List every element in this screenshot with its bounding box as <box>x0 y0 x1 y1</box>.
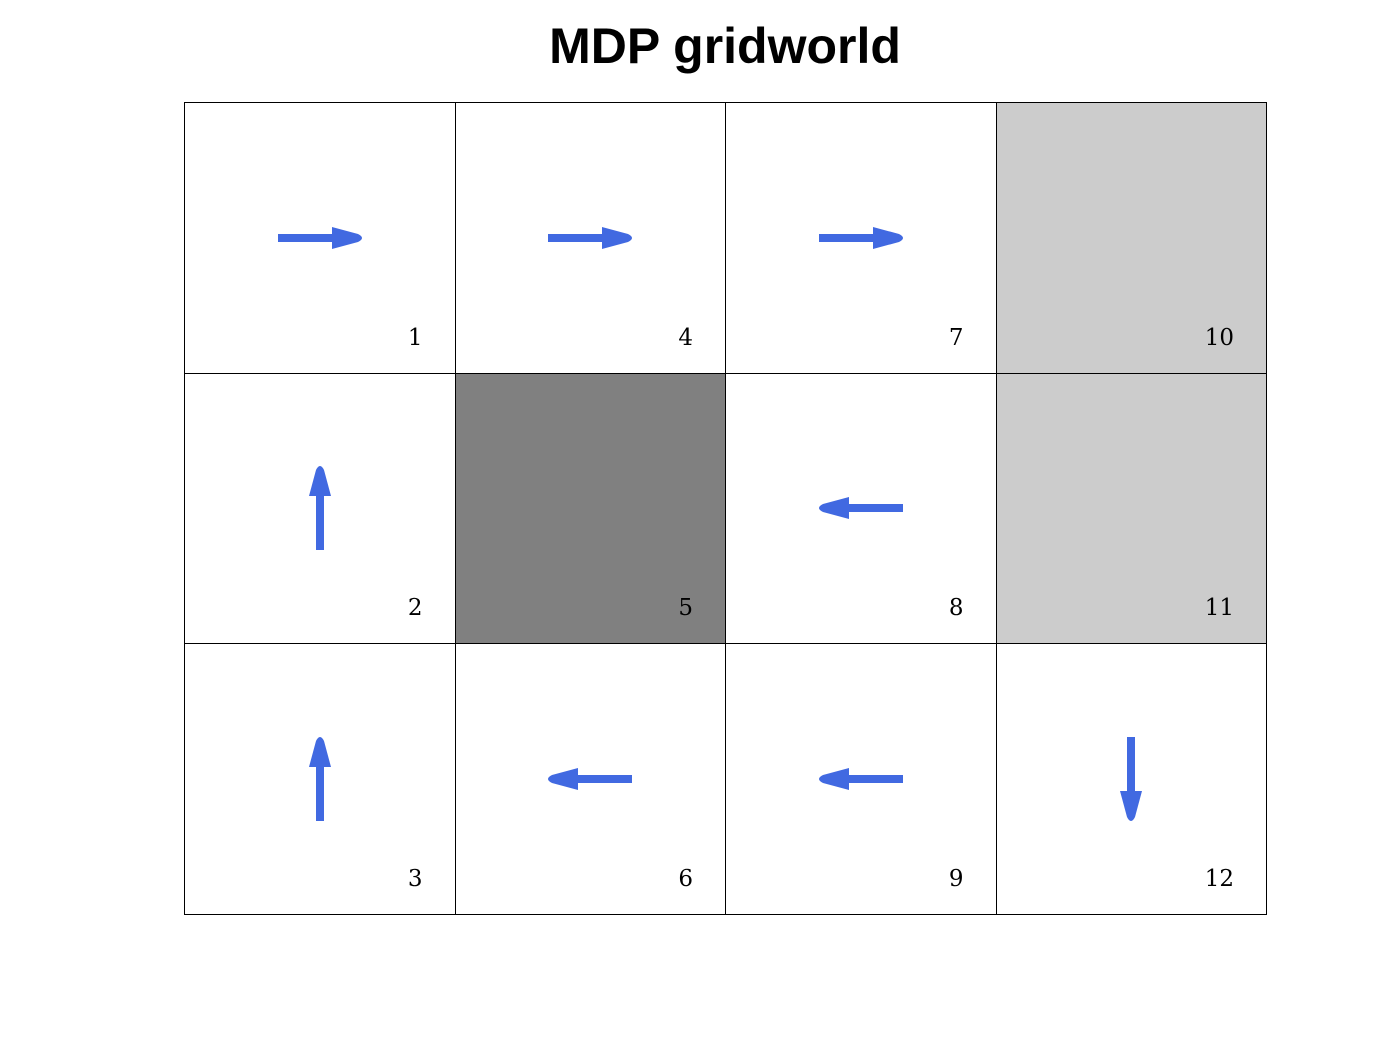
arrow-up-icon <box>308 736 331 821</box>
arrow-left-icon <box>818 767 903 790</box>
diagram-title: MDP gridworld <box>549 18 901 74</box>
grid-cell-4: 4 <box>454 102 726 374</box>
grid-cell-12: 12 <box>995 643 1267 915</box>
cell-number: 9 <box>948 865 964 892</box>
cell-number: 2 <box>407 595 423 621</box>
arrow-right-icon <box>277 226 362 249</box>
arrow-left-icon <box>818 497 903 520</box>
arrow-up-icon <box>308 466 331 551</box>
grid-cell-9: 9 <box>725 643 997 915</box>
arrow-left-icon <box>548 767 633 790</box>
cell-number: 12 <box>1204 865 1234 892</box>
arrow-right-icon <box>818 226 903 249</box>
cell-number: 5 <box>678 595 693 621</box>
arrow-down-icon <box>1120 736 1143 821</box>
grid-cell-2: 2 <box>184 372 456 644</box>
cell-number: 11 <box>1204 595 1234 621</box>
cell-number: 8 <box>948 595 964 621</box>
grid-cell-6: 6 <box>454 643 726 915</box>
cell-number: 3 <box>407 865 423 892</box>
grid-cell-11: 11 <box>995 372 1267 644</box>
grid-cell-8: 8 <box>725 372 997 644</box>
cell-number: 7 <box>948 324 964 351</box>
cell-number: 6 <box>678 865 693 892</box>
grid-cell-7: 7 <box>725 102 997 374</box>
grid-cell-10: 10 <box>995 102 1267 374</box>
gridworld: 1 2 3 4 5 6 7 8 9 10 11 12 <box>184 102 1267 915</box>
grid-cell-1: 1 <box>184 102 456 374</box>
cell-number: 4 <box>678 324 693 351</box>
grid-cell-5: 5 <box>454 372 726 644</box>
arrow-right-icon <box>548 226 633 249</box>
cell-number: 1 <box>407 324 423 351</box>
grid-cell-3: 3 <box>184 643 456 915</box>
cell-number: 10 <box>1204 324 1234 351</box>
